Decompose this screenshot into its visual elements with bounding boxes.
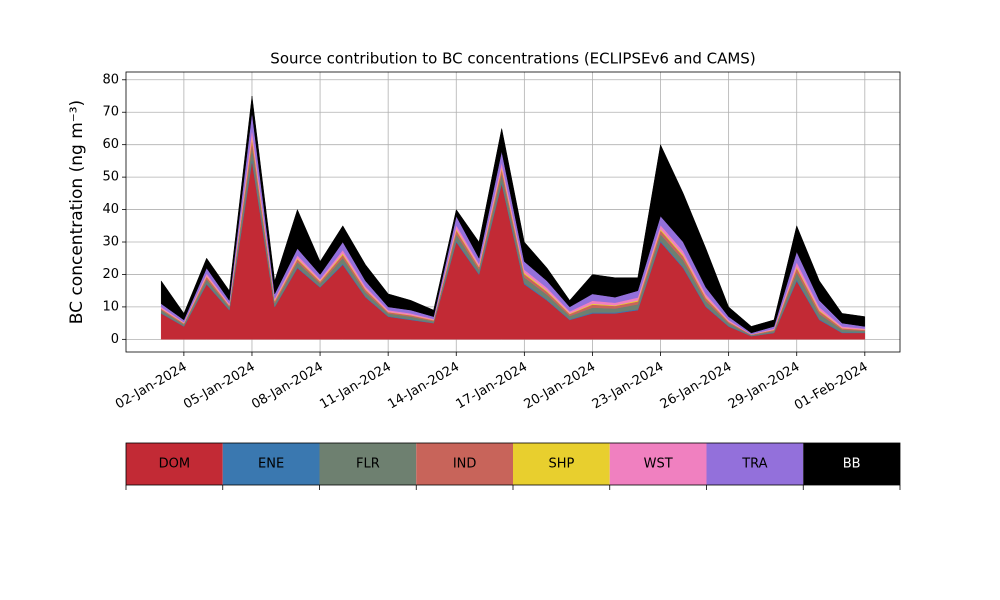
x-tick-label: 11-Jan-2024 xyxy=(317,360,394,413)
legend-swatch xyxy=(222,443,320,485)
y-tick-label: 40 xyxy=(102,202,119,217)
legend-label: WST xyxy=(644,457,673,472)
legend-swatch xyxy=(319,443,417,485)
y-tick-label: 60 xyxy=(102,137,119,152)
legend-label: DOM xyxy=(159,457,190,472)
y-tick-label: 70 xyxy=(102,105,119,120)
x-tick-label: 17-Jan-2024 xyxy=(454,360,531,413)
x-tick-label: 14-Jan-2024 xyxy=(385,360,462,413)
plot-frame xyxy=(125,71,901,353)
legend-swatch xyxy=(416,443,513,485)
x-tick-label: 23-Jan-2024 xyxy=(590,360,667,413)
x-tick-label: 02-Jan-2024 xyxy=(113,360,190,413)
x-tick-label: 08-Jan-2024 xyxy=(249,360,326,413)
y-axis-label: BC concentration (ng m⁻³) xyxy=(67,100,87,324)
x-tick-label: 29-Jan-2024 xyxy=(726,360,803,413)
legend-label: FLR xyxy=(356,457,380,472)
x-tick-label: 01-Feb-2024 xyxy=(792,360,871,414)
legend-frame xyxy=(125,442,901,486)
y-tick-label: 20 xyxy=(102,267,119,282)
legend-label: SHP xyxy=(548,457,574,472)
legend-swatch xyxy=(706,443,804,485)
legend-label: BB xyxy=(843,457,861,472)
chart-title: Source contribution to BC concentrations… xyxy=(270,50,755,68)
y-tick-label: 80 xyxy=(102,72,119,87)
legend-swatch xyxy=(803,443,900,485)
area xyxy=(160,95,866,334)
x-tick-label: 05-Jan-2024 xyxy=(181,360,258,413)
legend-label: IND xyxy=(453,457,477,472)
x-tick-label: 20-Jan-2024 xyxy=(522,360,599,413)
x-tick-label: 26-Jan-2024 xyxy=(658,360,735,413)
legend-swatch xyxy=(513,443,610,485)
legend-label: ENE xyxy=(258,457,284,472)
y-tick-label: 10 xyxy=(102,299,119,314)
y-tick-label: 30 xyxy=(102,235,119,250)
y-tick-label: 0 xyxy=(111,332,119,347)
legend-label: TRA xyxy=(741,457,767,472)
legend-swatch xyxy=(609,443,707,485)
y-tick-label: 50 xyxy=(102,170,119,185)
legend-swatch xyxy=(126,443,223,485)
